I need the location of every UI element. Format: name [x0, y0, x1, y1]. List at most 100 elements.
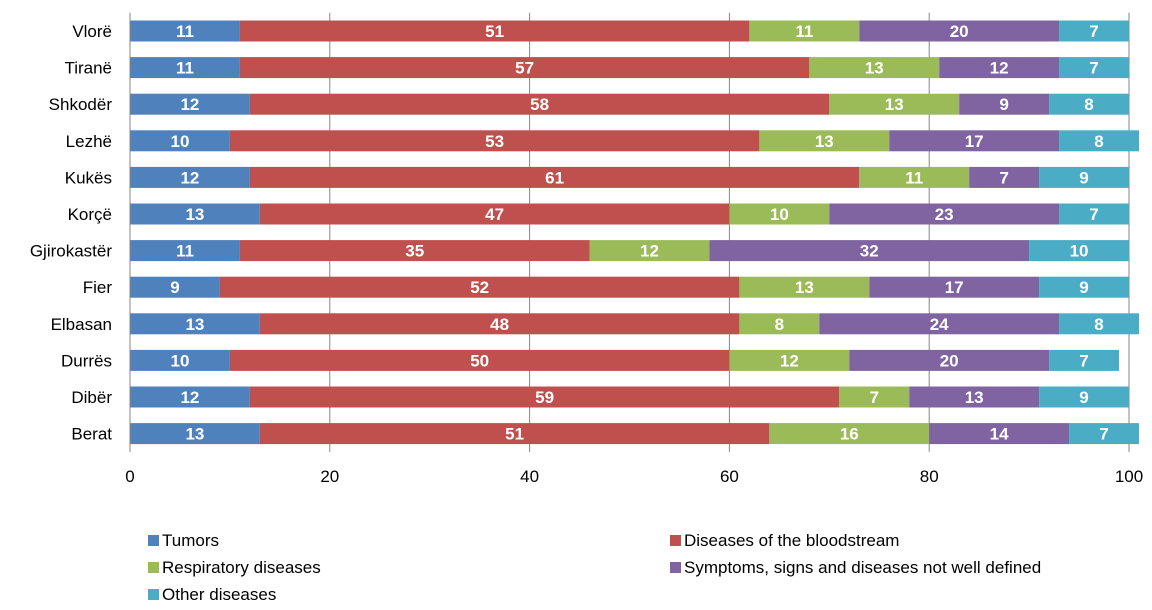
bar-segment — [1059, 130, 1139, 152]
bar-segment — [130, 166, 250, 188]
legend-swatch — [148, 589, 159, 600]
bar-segment — [749, 20, 860, 42]
legend-swatch — [670, 535, 681, 546]
data-label: 7 — [1099, 425, 1108, 444]
legend-label: Symptoms, signs and diseases not well de… — [684, 558, 1041, 577]
bar-segment — [130, 130, 230, 152]
data-label: 13 — [885, 95, 904, 114]
bar-segment — [729, 349, 850, 371]
data-label: 7 — [1089, 205, 1098, 224]
data-label: 13 — [815, 132, 834, 151]
bar-segment — [589, 240, 710, 262]
bar-segment — [769, 423, 930, 445]
x-tick-label: 60 — [720, 467, 739, 486]
data-label: 17 — [965, 132, 984, 151]
category-label: Vlorë — [72, 22, 112, 41]
legend-label: Other diseases — [162, 585, 276, 604]
bar-segment — [739, 276, 870, 298]
bar-segment — [709, 240, 1030, 262]
data-label: 50 — [470, 351, 489, 370]
bar-segment — [809, 57, 940, 79]
bar-segment — [889, 130, 1060, 152]
legend-label: Respiratory diseases — [162, 558, 321, 577]
data-label: 7 — [999, 168, 1008, 187]
bar-segment — [239, 240, 590, 262]
x-tick-label: 40 — [520, 467, 539, 486]
legend-swatch — [148, 535, 159, 546]
category-label: Berat — [71, 425, 112, 444]
bar-segment — [869, 276, 1040, 298]
bar-segment — [239, 20, 750, 42]
data-label: 35 — [405, 242, 424, 261]
bar-segment — [829, 203, 1060, 225]
bar-segment — [839, 386, 910, 408]
bar-segment — [130, 276, 220, 298]
data-label: 53 — [485, 132, 504, 151]
data-label: 11 — [176, 22, 194, 41]
bar-segment — [130, 93, 250, 115]
bar-segment — [219, 276, 740, 298]
data-label: 11 — [905, 168, 923, 187]
x-tick-label: 100 — [1115, 467, 1143, 486]
data-label: 8 — [1084, 95, 1093, 114]
bar-segment — [130, 313, 260, 335]
data-label: 12 — [780, 351, 799, 370]
data-label: 61 — [545, 168, 564, 187]
x-tick-label: 0 — [125, 467, 134, 486]
data-label: 58 — [530, 95, 549, 114]
data-label: 57 — [515, 59, 534, 78]
data-label: 11 — [795, 22, 813, 41]
bar-segment — [829, 93, 960, 115]
data-label: 47 — [485, 205, 504, 224]
data-label: 51 — [505, 425, 524, 444]
grid-lines — [129, 12, 1130, 452]
bar-segment — [929, 423, 1070, 445]
data-label: 8 — [1094, 315, 1103, 334]
category-label: Shkodër — [49, 95, 113, 114]
bar-segment — [249, 386, 840, 408]
category-label: Durrës — [61, 351, 112, 370]
data-label: 13 — [185, 315, 204, 334]
bar-segment — [249, 93, 830, 115]
bar-segment — [239, 57, 810, 79]
data-label: 9 — [1079, 388, 1088, 407]
bar-segment — [1039, 276, 1129, 298]
category-label: Elbasan — [51, 315, 112, 334]
bars: 11 51 11 20 711 57 13 12 712 58 13 9 810 53 13 17 812 61 1… — [130, 20, 1139, 445]
bar-segment — [1059, 57, 1129, 79]
bar-segment — [259, 313, 740, 335]
data-label: 7 — [1089, 22, 1098, 41]
bar-segment — [859, 166, 970, 188]
category-label: Tiranë — [64, 59, 112, 78]
category-label: Gjirokastër — [30, 242, 113, 261]
x-tick-label: 20 — [320, 467, 339, 486]
bar-segment — [130, 240, 240, 262]
data-label: 13 — [185, 205, 204, 224]
data-label: 10 — [170, 132, 189, 151]
bar-segment — [130, 423, 260, 445]
data-label: 13 — [795, 278, 814, 297]
bar-segment — [1059, 20, 1129, 42]
data-label: 9 — [170, 278, 179, 297]
bar-segment — [729, 203, 830, 225]
data-label: 11 — [176, 59, 194, 78]
bar-segment — [130, 349, 230, 371]
data-label: 10 — [170, 351, 189, 370]
bar-segment — [849, 349, 1050, 371]
legend: Tumors Diseases of the bloodstream Respira… — [148, 531, 1041, 604]
data-label: 10 — [1070, 242, 1089, 261]
bar-segment — [909, 386, 1040, 408]
bar-segment — [229, 130, 760, 152]
bar-segment — [259, 203, 730, 225]
bar-segment — [259, 423, 770, 445]
data-label: 9 — [1079, 278, 1088, 297]
data-label: 8 — [775, 315, 784, 334]
bar-segment — [130, 203, 260, 225]
data-label: 32 — [860, 242, 879, 261]
data-label: 9 — [1079, 168, 1088, 187]
data-label: 12 — [990, 59, 1009, 78]
data-label: 23 — [935, 205, 954, 224]
bar-segment — [130, 386, 250, 408]
bar-segment — [1049, 93, 1129, 115]
